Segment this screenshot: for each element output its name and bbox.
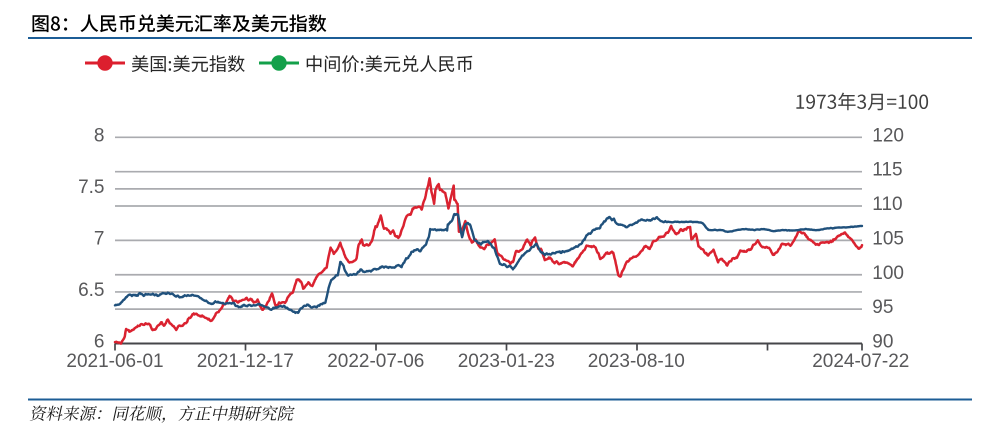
svg-text:6: 6 xyxy=(94,332,105,353)
svg-text:105: 105 xyxy=(872,228,904,249)
svg-text:2023-08-10: 2023-08-10 xyxy=(588,351,685,372)
svg-text:115: 115 xyxy=(872,160,902,181)
svg-text:7: 7 xyxy=(94,228,105,249)
svg-text:100: 100 xyxy=(872,263,904,284)
svg-text:2021-12-17: 2021-12-17 xyxy=(197,351,294,372)
svg-text:2021-06-01: 2021-06-01 xyxy=(66,351,163,372)
svg-text:7.5: 7.5 xyxy=(78,177,104,198)
svg-text:6.5: 6.5 xyxy=(78,280,104,301)
svg-text:2023-01-23: 2023-01-23 xyxy=(458,351,555,372)
svg-text:2022-07-06: 2022-07-06 xyxy=(327,351,424,372)
svg-text:110: 110 xyxy=(872,194,902,215)
svg-text:95: 95 xyxy=(872,297,893,318)
svg-text:2024-07-22: 2024-07-22 xyxy=(812,351,909,372)
svg-text:8: 8 xyxy=(94,125,105,146)
svg-text:120: 120 xyxy=(872,125,904,146)
svg-text:90: 90 xyxy=(872,332,893,353)
